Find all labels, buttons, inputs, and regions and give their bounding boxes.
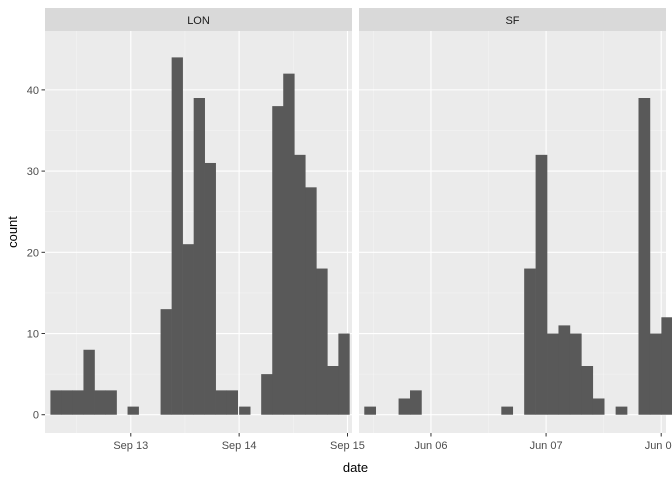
histogram-bar [338, 333, 350, 415]
histogram-bar [294, 154, 306, 415]
histogram-bar [215, 390, 228, 415]
y-tick-label: 20 [27, 247, 39, 259]
y-axis: 0 10 20 30 40 [27, 85, 45, 422]
histogram-bar [592, 398, 605, 415]
histogram-bar [72, 390, 84, 415]
y-tick-label: 30 [27, 166, 39, 178]
facet-panels: LON Sep 13 Sep 14 Sep 15 SF Jun 06 Jun 07 Jun 0… [45, 8, 672, 452]
histogram-bar [182, 244, 194, 415]
histogram-bar [127, 406, 139, 415]
histogram-bar [239, 406, 251, 415]
facet-panel-lon: LON Sep 13 Sep 14 Sep 15 [45, 8, 365, 452]
x-axis-title: date [343, 460, 368, 475]
panel-background [359, 31, 666, 433]
histogram-bar [94, 390, 106, 415]
x-tick-label: Jun 08 [645, 440, 672, 452]
histogram-bar [558, 325, 571, 415]
histogram-bar [364, 406, 377, 415]
histogram-bar [226, 390, 239, 415]
histogram-bar [272, 106, 284, 415]
histogram-bar [61, 390, 73, 415]
histogram-bar [305, 187, 317, 415]
y-tick-label: 0 [33, 410, 39, 422]
histogram-bar [316, 268, 328, 415]
histogram-bar [547, 333, 559, 415]
histogram-bar [193, 98, 205, 415]
histogram-bar [410, 390, 422, 415]
y-axis-title: count [5, 216, 20, 248]
histogram-bar [569, 333, 582, 415]
facet-strip-label: LON [187, 15, 210, 27]
facet-strip [45, 8, 352, 31]
facet-panel-sf: SF Jun 06 Jun 07 Jun 08 [359, 8, 672, 452]
histogram-bar [581, 366, 594, 415]
histogram-bar [105, 390, 117, 415]
histogram-bar [204, 162, 216, 415]
histogram-bar [615, 406, 628, 415]
histogram-bar [638, 98, 651, 415]
x-tick-label: Jun 06 [414, 440, 447, 452]
histogram-bar [83, 349, 95, 415]
histogram-bar [327, 366, 339, 415]
histogram-bar [398, 398, 411, 415]
x-tick-label: Sep 15 [330, 440, 365, 452]
x-tick-label: Sep 14 [222, 440, 257, 452]
histogram-bar [661, 317, 672, 415]
y-tick-label: 40 [27, 85, 39, 97]
facet-strip-label: SF [505, 15, 519, 27]
histogram-bar [50, 390, 62, 415]
histogram-bar [535, 154, 548, 415]
histogram-bar [524, 268, 536, 415]
x-tick-label: Sep 13 [113, 440, 148, 452]
histogram-bars [364, 98, 672, 415]
histogram-bar [501, 406, 514, 415]
histogram-bar [649, 333, 662, 415]
histogram-bar [171, 57, 183, 415]
y-tick-label: 10 [27, 329, 39, 341]
x-tick-label: Jun 07 [530, 440, 563, 452]
histogram-bar [283, 73, 295, 415]
histogram-bar [261, 374, 273, 415]
histogram-bars [50, 57, 350, 415]
facet-strip [359, 8, 666, 31]
histogram-bar [160, 309, 172, 415]
